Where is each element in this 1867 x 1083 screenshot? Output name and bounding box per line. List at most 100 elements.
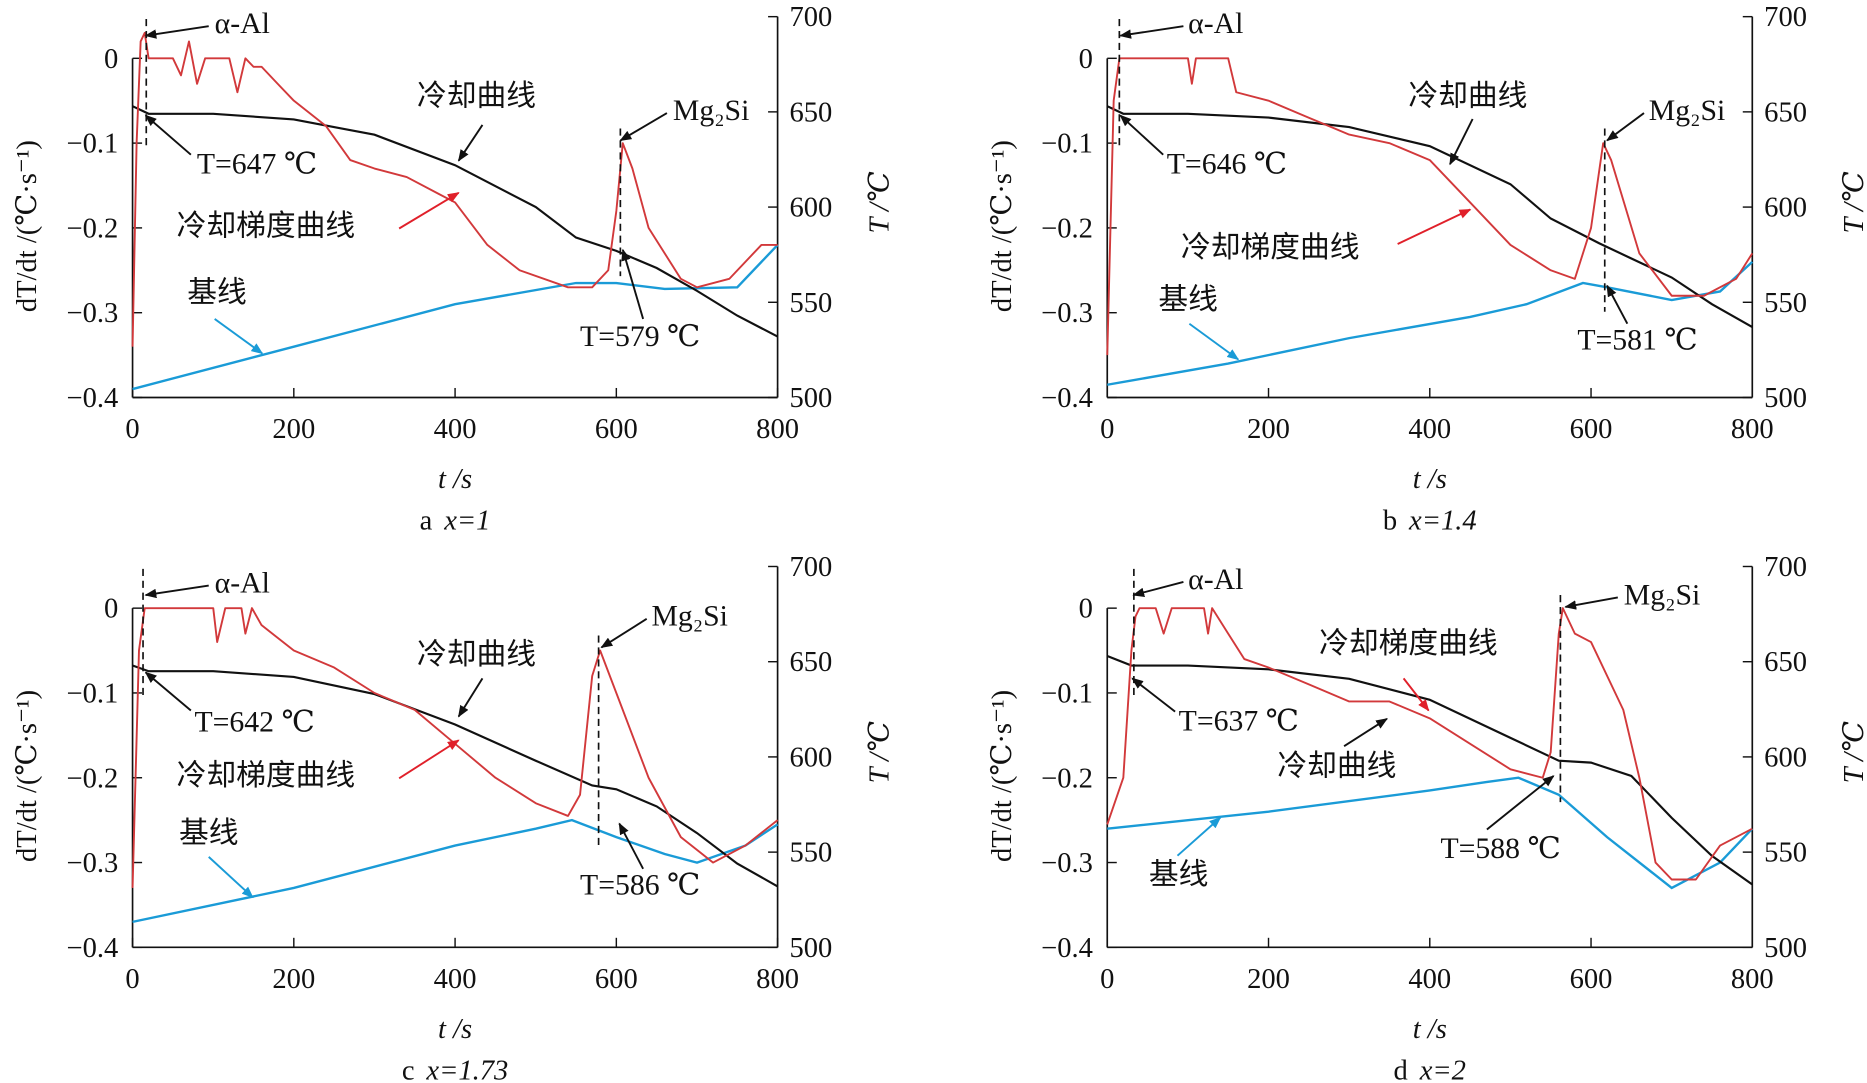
alpha-al-label: α-Al [215, 7, 270, 40]
cooling-curve [1106, 105, 1753, 328]
x-tick-label: 200 [272, 414, 315, 445]
cooling-curve-arrow [1343, 718, 1388, 748]
y-axis-label: dT/dt /(℃·s⁻¹) [12, 140, 43, 312]
y2-tick-label: 600 [789, 742, 832, 773]
panel-caption: c x=1.73 [402, 1055, 508, 1083]
mg2si-label: Mg₂Si [1624, 578, 1701, 611]
y2-axis-label: T /℃ [864, 721, 895, 783]
cooling-gradient-curve [1106, 607, 1753, 881]
mg2si-arrow [619, 112, 668, 142]
t1-label: T=637 ℃ [1179, 704, 1299, 737]
cooling-curve-label: 冷却曲线 [417, 638, 536, 671]
mg2si-arrow [600, 618, 648, 649]
panel-a: 0 200 400 600 800 0 −0.1 −0.2 −0.3 −0.4 700 650 600 5… [12, 2, 895, 536]
x-tick-label: 200 [1247, 964, 1290, 995]
cooling-curve [1106, 654, 1753, 886]
alpha-al-arrow [144, 584, 209, 599]
cooling-gradient-curve [131, 31, 778, 347]
caption-letter: d [1394, 1055, 1408, 1083]
alpha-al-arrow [1119, 25, 1184, 39]
gradient-curve-label: 冷却梯度曲线 [177, 209, 356, 242]
y-tick-label: −0.2 [66, 213, 118, 244]
y-tick-label: −0.3 [66, 298, 118, 329]
x-tick-label: 0 [125, 414, 139, 445]
x-tick-label: 0 [125, 964, 139, 995]
x-tick-label: 200 [272, 964, 315, 995]
t2-label: T=588 ℃ [1440, 832, 1560, 865]
x-axis-label: t /s [1413, 1014, 1447, 1045]
y-tick-label: 0 [104, 594, 118, 625]
x-tick-label: 0 [1100, 414, 1114, 445]
alpha-al-label: α-Al [215, 566, 270, 599]
t2-arrow [1606, 284, 1629, 325]
t1-label: T=646 ℃ [1167, 147, 1287, 180]
mg2si-arrow [1606, 112, 1645, 142]
y2-tick-label: 700 [1764, 552, 1807, 583]
baseline-arrow [1176, 816, 1222, 857]
y-tick-label: −0.3 [66, 848, 118, 879]
y2-tick-label: 600 [789, 193, 832, 224]
x-tick-label: 600 [595, 414, 638, 445]
y2-tick-label: 550 [1764, 288, 1807, 319]
x-tick-label: 800 [1731, 964, 1774, 995]
y2-tick-label: 600 [1764, 742, 1807, 773]
x-axis-label: t /s [1413, 464, 1447, 495]
t2-label: T=581 ℃ [1577, 324, 1697, 357]
baseline-label: 基线 [187, 276, 247, 309]
y2-tick-label: 650 [789, 647, 832, 678]
baseline-arrow [214, 318, 264, 355]
y-tick-label: 0 [1079, 44, 1093, 75]
x-axis-label: t /s [438, 464, 472, 495]
caption-letter: a [420, 506, 433, 537]
y-tick-label: −0.1 [66, 129, 118, 160]
y-tick-label: −0.4 [66, 933, 118, 964]
gradient-curve-label: 冷却梯度曲线 [1319, 627, 1498, 660]
x-tick-label: 800 [756, 414, 799, 445]
caption-letter: b [1383, 506, 1397, 537]
baseline-curve [1107, 776, 1754, 890]
y2-tick-label: 650 [789, 97, 832, 128]
y2-tick-label: 650 [1764, 647, 1807, 678]
cooling-curve-arrow [457, 677, 484, 718]
y2-tick-label: 650 [1764, 97, 1807, 128]
baseline-label: 基线 [179, 816, 239, 849]
gradient-curve-arrow [1402, 677, 1430, 712]
y2-tick-label: 550 [789, 838, 832, 869]
cooling-curve [132, 664, 779, 888]
t2-arrow [1486, 775, 1555, 831]
baseline-curve [132, 818, 779, 924]
y-axis-label: dT/dt /(℃·s⁻¹) [12, 690, 43, 862]
y-tick-label: −0.2 [66, 763, 118, 794]
t2-label: T=579 ℃ [580, 320, 700, 353]
y-tick-label: 0 [1079, 594, 1093, 625]
baseline-curve [132, 244, 779, 391]
y-tick-label: 0 [104, 44, 118, 75]
gradient-curve-label: 冷却梯度曲线 [1181, 231, 1360, 264]
y2-tick-label: 500 [1764, 933, 1807, 964]
y-tick-label: −0.4 [1041, 383, 1093, 414]
t1-arrow [1131, 677, 1176, 713]
gradient-curve-arrow [1397, 208, 1472, 245]
t1-arrow [144, 114, 192, 156]
alpha-al-label: α-Al [1188, 563, 1243, 596]
panel-c: 0 200 400 600 800 0 −0.1 −0.2 −0.3 −0.4 700 650 600 5… [12, 552, 895, 1083]
y-tick-label: −0.1 [1041, 129, 1093, 160]
y-tick-label: −0.2 [1041, 213, 1093, 244]
cooling-curve-arrow [1449, 118, 1474, 166]
alpha-al-arrow [1132, 581, 1184, 597]
t2-arrow [621, 248, 645, 320]
cooling-curve-label: 冷却曲线 [417, 80, 536, 113]
x-tick-label: 600 [1570, 414, 1613, 445]
x-tick-label: 800 [1731, 414, 1774, 445]
cooling-curve [132, 105, 779, 338]
y2-tick-label: 550 [1764, 838, 1807, 869]
x-tick-label: 800 [756, 964, 799, 995]
y2-tick-label: 700 [1764, 2, 1807, 33]
y-tick-label: −0.4 [1041, 933, 1093, 964]
y2-axis-label: T /℃ [864, 171, 895, 233]
caption-variable: x=2 [1419, 1055, 1466, 1083]
y2-tick-label: 700 [789, 552, 832, 583]
caption-variable: x=1 [443, 506, 490, 537]
caption-variable: x=1.4 [1408, 506, 1477, 537]
